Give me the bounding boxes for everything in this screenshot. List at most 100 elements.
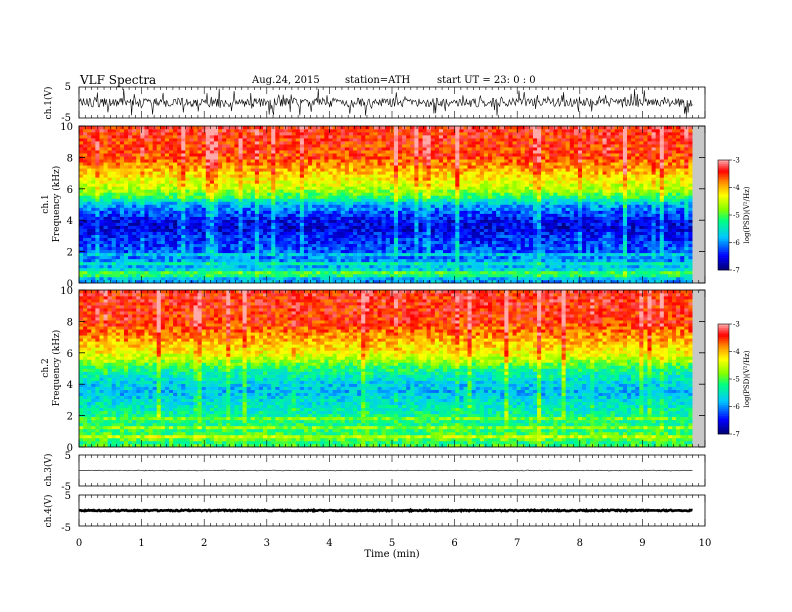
spectrogram-cell-ch1 (242, 249, 247, 254)
spectrogram-cell-ch1 (447, 234, 452, 239)
spectrogram-cell-ch1 (357, 195, 362, 199)
spectrogram-cell-ch1 (299, 174, 305, 178)
spectrogram-cell-ch1 (250, 195, 256, 199)
spectrogram-cell-ch1 (463, 150, 468, 154)
spectrogram-cell-ch1 (377, 177, 382, 181)
spectrogram-cell-ch1 (128, 252, 133, 257)
spectrogram-cell-ch1 (87, 156, 92, 160)
spectrogram-cell-ch1 (467, 153, 472, 157)
spectrogram-cell-ch1 (181, 216, 186, 220)
spectrogram-cell-ch1 (164, 234, 170, 239)
spectrogram-cell-ch1 (385, 135, 391, 139)
spectrogram-cell-ch1 (177, 141, 182, 145)
spectrogram-cell-ch1 (160, 279, 166, 284)
spectrogram-cell-ch1 (246, 144, 252, 148)
spectrogram-cell-ch1 (418, 228, 423, 232)
spectrogram-cell-ch1 (160, 147, 166, 151)
spectrogram-cell-ch1 (332, 138, 337, 142)
spectrogram-cell-ch1 (316, 225, 321, 229)
spectrogram-cell-ch1 (242, 246, 247, 251)
spectrogram-cell-ch1 (246, 228, 252, 232)
spectrogram-cell-ch1 (258, 138, 264, 142)
spectrogram-cell-ch1 (344, 273, 350, 278)
spectrogram-cell-ch1 (218, 168, 223, 172)
spectrogram-cell-ch1 (418, 198, 423, 202)
spectrogram-cell-ch1 (357, 168, 362, 172)
spectrogram-cell-ch1 (451, 225, 456, 229)
spectrogram-cell-ch1 (160, 171, 166, 175)
spectrogram-cell-ch1 (357, 258, 362, 263)
spectrogram-cell-ch1 (406, 243, 411, 248)
spectrogram-cell-ch1 (115, 210, 121, 214)
spectrogram-cell-ch1 (324, 186, 329, 190)
spectrogram-cell-ch1 (148, 216, 153, 220)
spectrogram-cell-ch1 (258, 168, 264, 172)
spectrogram-cell-ch1 (205, 234, 211, 239)
spectrogram-cell-ch1 (385, 246, 391, 251)
spectrogram-cell-ch1 (312, 165, 317, 169)
spectrogram-cell-ch1 (238, 177, 243, 181)
spectrogram-cell-ch1 (181, 138, 186, 142)
spectrogram-cell-ch1 (422, 168, 427, 172)
spectrogram-cell-ch1 (168, 144, 174, 148)
spectrogram-cell-ch1 (410, 219, 415, 223)
spectrogram-cell-ch1 (83, 240, 88, 245)
spectrogram-cell-ch1 (430, 189, 436, 193)
spectrogram-cell-ch1 (393, 177, 399, 181)
spectrogram-cell-ch1 (430, 207, 436, 211)
spectrogram-cell-ch1 (258, 174, 264, 178)
spectrogram-cell-ch1 (279, 165, 284, 169)
spectrogram-cell-ch1 (463, 189, 468, 193)
spectrogram-cell-ch1 (467, 192, 472, 196)
spectrogram-cell-ch1 (164, 240, 170, 245)
spectrogram-cell-ch1 (369, 198, 374, 202)
spectrogram-cell-ch1 (140, 153, 145, 157)
spectrogram-cell-ch1 (385, 270, 391, 275)
spectrogram-cell-ch1 (193, 198, 198, 202)
spectrogram-cell-ch1 (258, 198, 264, 202)
spectrogram-cell-ch1 (230, 132, 235, 136)
spectrogram-cell-ch1 (398, 168, 403, 172)
spectrogram-cell-ch1 (418, 150, 423, 154)
spectrogram-cell-ch1 (87, 240, 92, 245)
spectrogram-cell-ch1 (209, 216, 215, 220)
spectrogram-cell-ch1 (434, 144, 440, 148)
spectrogram-cell-ch1 (83, 171, 88, 175)
spectrogram-cell-ch1 (438, 174, 444, 178)
spectrogram-cell-ch1 (451, 252, 456, 257)
spectrogram-cell-ch1 (95, 177, 100, 181)
spectrogram-cell-ch1 (128, 210, 133, 214)
spectrogram-cell-ch1 (418, 225, 423, 229)
spectrogram-cell-ch1 (340, 210, 346, 214)
spectrogram-cell-ch1 (254, 240, 260, 245)
spectrogram-cell-ch1 (267, 261, 272, 266)
spectrogram-cell-ch1 (111, 246, 117, 251)
spectrogram-cell-ch1 (467, 234, 472, 239)
spectrogram-cell-ch1 (451, 195, 456, 199)
spectrogram-cell-ch1 (353, 201, 358, 205)
spectrogram-cell-ch1 (250, 153, 256, 157)
spectrogram-cell-ch1 (447, 219, 452, 223)
spectrogram-cell-ch1 (250, 174, 256, 178)
spectrogram-cell-ch1 (218, 126, 223, 130)
spectrogram-cell-ch1 (168, 165, 174, 169)
spectrogram-cell-ch1 (91, 225, 96, 229)
spectrogram-cell-ch1 (107, 195, 113, 199)
spectrogram-cell-ch1 (197, 132, 202, 136)
spectrogram-cell-ch1 (144, 153, 149, 157)
spectrogram-cell-ch1 (438, 168, 444, 172)
spectrogram-cell-ch1 (443, 204, 448, 208)
spectrogram-cell-ch1 (148, 201, 153, 205)
spectrogram-cell-ch1 (373, 210, 378, 214)
spectrogram-cell-ch1 (385, 216, 391, 220)
spectrogram-cell-ch1 (393, 228, 399, 232)
spectrogram-cell-ch1 (438, 132, 444, 136)
spectrogram-cell-ch1 (99, 135, 104, 139)
spectrogram-cell-ch1 (107, 126, 113, 130)
spectrogram-cell-ch1 (447, 279, 452, 284)
spectrogram-cell-ch1 (193, 270, 198, 275)
spectrogram-cell-ch1 (254, 234, 260, 239)
spectrogram-cell-ch1 (267, 231, 272, 235)
spectrogram-cell-ch1 (156, 147, 162, 151)
spectrogram-cell-ch1 (218, 189, 223, 193)
